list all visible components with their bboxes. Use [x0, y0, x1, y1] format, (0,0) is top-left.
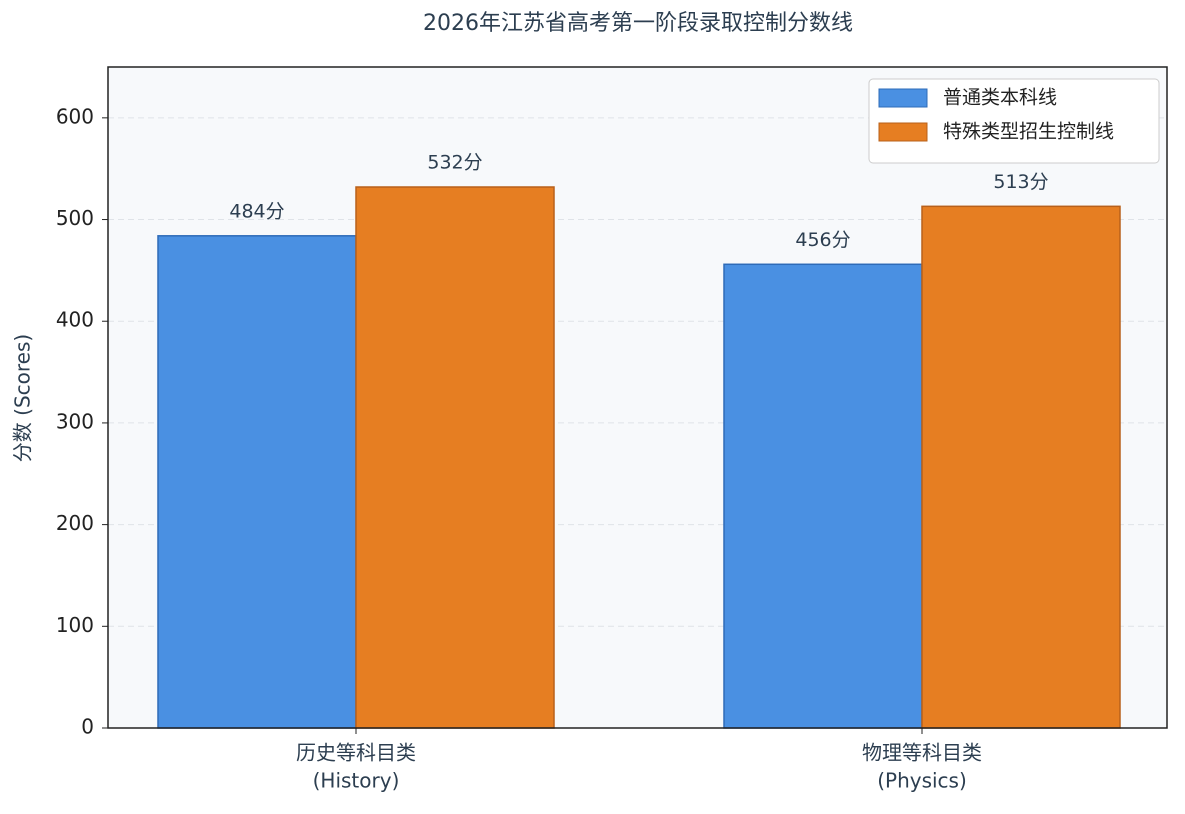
- y-tick-label: 0: [81, 715, 94, 739]
- x-tick-label: (History): [313, 769, 400, 793]
- y-tick-label: 400: [56, 308, 94, 332]
- legend-label: 特殊类型招生控制线: [943, 121, 1114, 143]
- chart-title: 2026年江苏省高考第一阶段录取控制分数线: [423, 11, 853, 36]
- x-tick-label: 物理等科目类: [862, 741, 982, 765]
- bar: [723, 263, 923, 729]
- value-label: 456分: [795, 229, 850, 251]
- bar: [921, 205, 1121, 729]
- y-tick-label: 600: [56, 104, 94, 128]
- value-label: 513分: [993, 171, 1048, 193]
- bars: [157, 186, 1121, 729]
- y-tick-label: 300: [56, 409, 94, 433]
- y-tick-label: 100: [56, 613, 94, 637]
- legend-swatch: [878, 88, 928, 108]
- plot-frame: [107, 66, 1168, 729]
- x-tick-label: (Physics): [877, 769, 967, 793]
- value-label: 532分: [427, 151, 482, 173]
- value-label: 484分: [229, 200, 284, 222]
- legend-swatch: [878, 122, 928, 142]
- y-tick-label: 500: [56, 206, 94, 230]
- legend-box: [868, 78, 1160, 164]
- legend-label: 普通类本科线: [943, 87, 1057, 109]
- bar: [157, 235, 357, 729]
- x-tick-label: 历史等科目类: [296, 741, 416, 765]
- bar: [355, 186, 555, 729]
- y-tick-label: 200: [56, 511, 94, 535]
- y-axis-label: 分数 (Scores): [11, 334, 35, 462]
